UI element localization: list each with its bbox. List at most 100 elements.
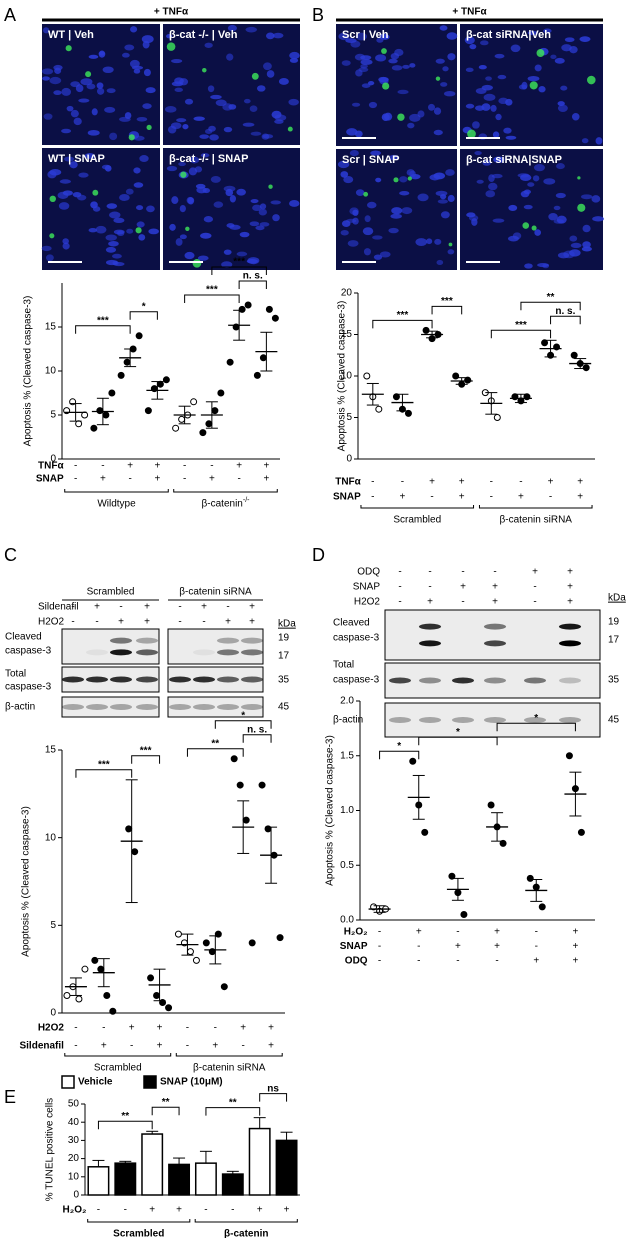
condition-sign: - xyxy=(456,956,459,967)
data-point xyxy=(162,376,170,384)
data-point xyxy=(97,965,105,973)
data-point xyxy=(103,991,111,999)
nucleus xyxy=(124,112,132,119)
nucleus xyxy=(213,201,224,208)
nucleus xyxy=(113,217,125,224)
nucleus xyxy=(170,122,182,130)
nucleus xyxy=(207,85,215,93)
data-point xyxy=(75,995,83,1003)
condition-sign: - xyxy=(95,617,98,628)
data-point xyxy=(409,757,417,765)
nucleus xyxy=(223,249,232,255)
nucleus xyxy=(556,215,567,224)
nucleus xyxy=(523,204,533,210)
image-label: Scr | Veh xyxy=(342,29,389,41)
nucleus xyxy=(582,241,591,249)
nucleus xyxy=(388,58,398,64)
green-cell xyxy=(128,134,135,141)
green-cell xyxy=(192,259,202,268)
significance-label: *** xyxy=(97,315,109,326)
nucleus xyxy=(73,117,82,126)
error-bar xyxy=(574,358,587,370)
y-tick-label: 1.0 xyxy=(340,805,354,816)
significance-bracket xyxy=(496,722,576,732)
nucleus xyxy=(197,255,209,261)
y-tick-label: 10 xyxy=(341,371,353,382)
kda-label: 35 xyxy=(608,675,620,686)
nucleus xyxy=(443,91,456,97)
legend-swatch xyxy=(61,1075,75,1089)
nucleus xyxy=(204,42,213,48)
error-bar xyxy=(153,968,166,1002)
band xyxy=(452,677,474,684)
error-bar xyxy=(253,1117,266,1129)
nucleus xyxy=(595,137,603,145)
bar xyxy=(87,1166,110,1196)
nucleus xyxy=(139,155,149,163)
condition-sign: + xyxy=(567,582,573,593)
data-point xyxy=(538,903,546,911)
kda-label: 45 xyxy=(278,702,290,713)
significance-label: ** xyxy=(121,1111,129,1122)
condition-sign: - xyxy=(428,567,431,578)
band xyxy=(110,637,132,644)
nucleus xyxy=(527,30,538,36)
condition-sign: + xyxy=(284,1205,290,1216)
condition-sign: + xyxy=(249,617,255,628)
green-cell xyxy=(85,71,92,78)
nucleus xyxy=(537,262,549,268)
nucleus xyxy=(410,173,421,180)
group-rule xyxy=(64,489,169,493)
y-axis-label: Apoptosis % (Cleaved caspase-3) xyxy=(337,301,348,452)
nucleus xyxy=(45,254,54,262)
nucleus xyxy=(255,225,265,231)
nucleus xyxy=(569,249,581,257)
nucleus xyxy=(352,217,359,225)
band xyxy=(452,717,474,723)
nucleus xyxy=(358,67,369,73)
strip-label: Cleaved xyxy=(333,618,370,629)
nucleus xyxy=(355,32,367,41)
nucleus xyxy=(259,222,270,227)
image-label: β-cat siRNA|SNAP xyxy=(466,154,562,166)
strip-label: Total xyxy=(5,669,26,680)
y-tick-label: 20 xyxy=(68,1153,80,1164)
nucleus xyxy=(41,245,52,252)
panel-letter: A xyxy=(4,5,16,25)
band xyxy=(110,676,132,683)
condition-sign: + xyxy=(572,941,578,952)
group-rule xyxy=(64,1053,172,1057)
condition-sign: - xyxy=(183,474,186,485)
band xyxy=(241,637,263,644)
data-point xyxy=(422,326,430,334)
nucleus xyxy=(179,234,187,240)
kda-label: 19 xyxy=(278,633,290,644)
micrograph xyxy=(163,148,300,270)
nucleus xyxy=(91,108,98,116)
condition-sign: - xyxy=(74,1041,77,1052)
micrograph xyxy=(41,148,160,270)
condition-sign: - xyxy=(71,617,74,628)
nucleus xyxy=(105,259,118,266)
band xyxy=(217,637,239,644)
panel-header: + TNFα xyxy=(452,7,487,18)
green-cell xyxy=(407,176,412,181)
nucleus xyxy=(106,88,116,94)
y-tick-label: 5 xyxy=(50,410,56,421)
group-rule xyxy=(194,1219,298,1223)
nucleus xyxy=(399,176,408,183)
error-bar xyxy=(260,331,273,372)
condition-sign: + xyxy=(572,956,578,967)
band xyxy=(484,640,506,647)
green-cell xyxy=(522,222,530,229)
error-bar xyxy=(69,977,82,996)
nucleus xyxy=(492,131,500,138)
band xyxy=(110,649,132,656)
condition-sign: + xyxy=(129,1023,135,1034)
condition-sign: - xyxy=(186,1023,189,1034)
data-point xyxy=(499,839,507,847)
nucleus xyxy=(58,202,70,210)
condition-sign: - xyxy=(242,1041,245,1052)
nucleus xyxy=(417,193,429,202)
nucleus xyxy=(193,116,205,121)
